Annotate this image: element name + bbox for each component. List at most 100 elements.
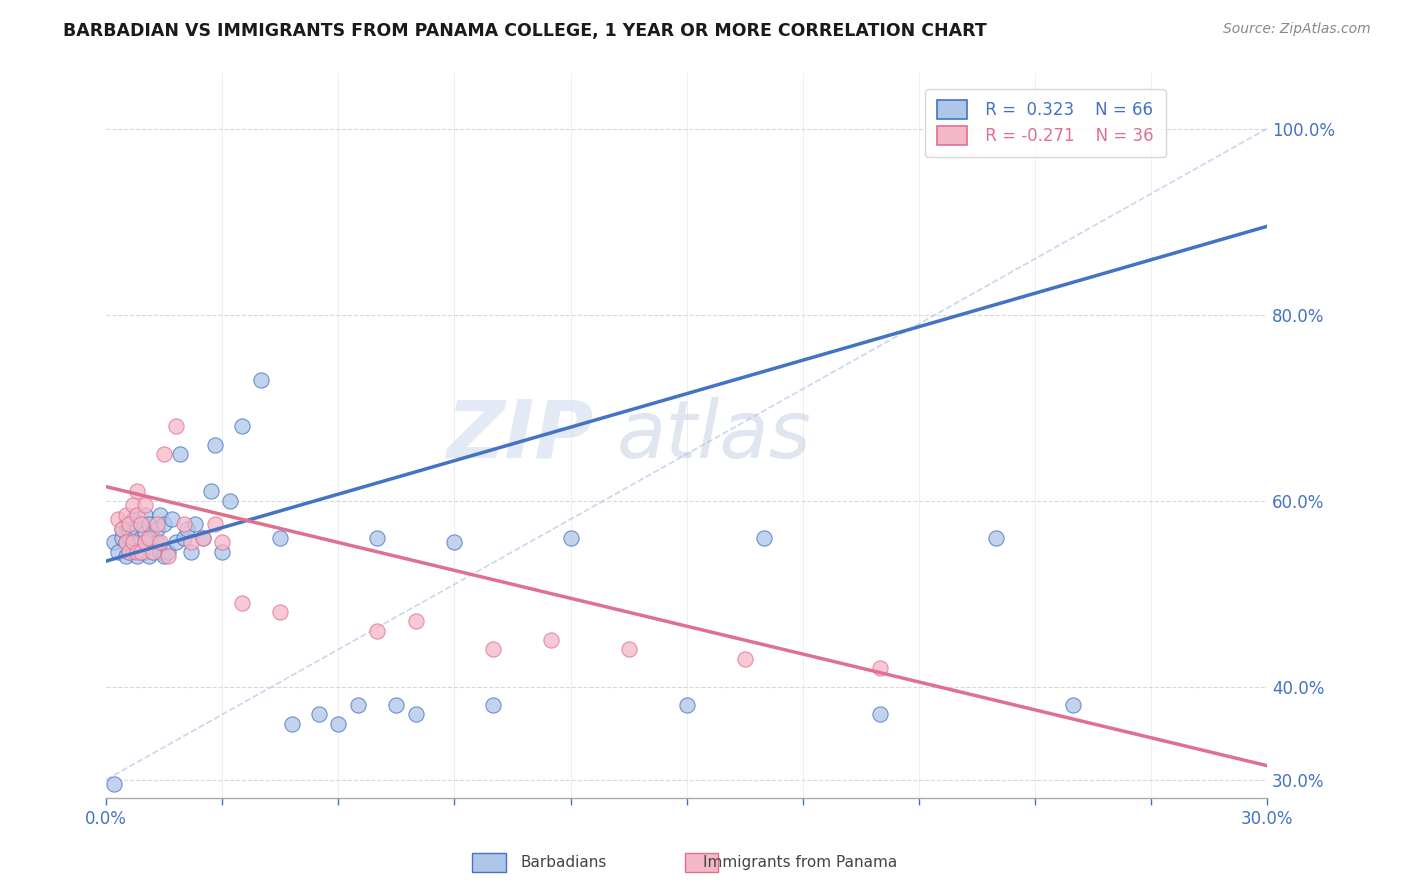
Point	[153, 516, 176, 531]
Point	[138, 549, 160, 564]
Point	[118, 531, 141, 545]
Point	[204, 516, 226, 531]
Point	[122, 512, 145, 526]
Point	[134, 545, 156, 559]
Point	[173, 531, 195, 545]
Point	[127, 545, 149, 559]
Point	[169, 447, 191, 461]
Point	[127, 484, 149, 499]
Text: ZIP: ZIP	[446, 397, 593, 475]
Text: Barbadians: Barbadians	[520, 855, 606, 870]
Point	[734, 651, 756, 665]
Point	[180, 535, 202, 549]
Point	[114, 535, 136, 549]
Point	[869, 707, 891, 722]
Point	[540, 633, 562, 648]
Point	[142, 545, 165, 559]
Point	[443, 535, 465, 549]
Point	[129, 516, 152, 531]
Point	[346, 698, 368, 713]
Point	[111, 522, 134, 536]
Legend:  R =  0.323    N = 66,  R = -0.271    N = 36: R = 0.323 N = 66, R = -0.271 N = 36	[925, 88, 1166, 157]
Point	[103, 777, 125, 791]
Point	[129, 545, 152, 559]
Point	[281, 716, 304, 731]
Point	[160, 512, 183, 526]
Point	[114, 508, 136, 522]
Point	[127, 522, 149, 536]
Point	[107, 545, 129, 559]
Point	[149, 545, 172, 559]
Point	[405, 615, 427, 629]
Point	[118, 545, 141, 559]
Point	[250, 373, 273, 387]
Point	[103, 535, 125, 549]
Point	[482, 698, 505, 713]
Point	[107, 512, 129, 526]
Point	[308, 707, 330, 722]
Point	[157, 545, 180, 559]
Text: BARBADIAN VS IMMIGRANTS FROM PANAMA COLLEGE, 1 YEAR OR MORE CORRELATION CHART: BARBADIAN VS IMMIGRANTS FROM PANAMA COLL…	[63, 22, 987, 40]
Point	[122, 526, 145, 541]
Text: Immigrants from Panama: Immigrants from Panama	[703, 855, 897, 870]
Point	[134, 508, 156, 522]
Point	[122, 498, 145, 512]
Point	[142, 531, 165, 545]
Point	[180, 545, 202, 559]
Point	[328, 716, 350, 731]
Point	[165, 535, 187, 549]
Point	[114, 549, 136, 564]
Point	[231, 596, 253, 610]
Point	[149, 508, 172, 522]
Point	[127, 535, 149, 549]
Point	[219, 493, 242, 508]
Point	[200, 484, 222, 499]
Point	[145, 516, 167, 531]
Point	[231, 419, 253, 434]
Point	[1062, 698, 1084, 713]
Point	[134, 535, 156, 549]
Text: atlas: atlas	[617, 397, 811, 475]
Point	[153, 447, 176, 461]
Point	[134, 526, 156, 541]
Point	[211, 535, 233, 549]
Point	[269, 531, 291, 545]
Point	[752, 531, 775, 545]
Point	[869, 661, 891, 675]
Point	[176, 522, 198, 536]
Point	[118, 522, 141, 536]
Point	[118, 516, 141, 531]
Point	[191, 531, 214, 545]
Point	[127, 549, 149, 564]
Point	[675, 698, 697, 713]
Point	[122, 545, 145, 559]
Point	[204, 438, 226, 452]
Point	[405, 707, 427, 722]
Point	[129, 531, 152, 545]
Point	[191, 531, 214, 545]
Point	[114, 516, 136, 531]
Point	[122, 535, 145, 549]
Point	[127, 508, 149, 522]
Bar	[472, 853, 506, 872]
Point	[269, 605, 291, 619]
Point	[142, 545, 165, 559]
Point	[366, 624, 388, 638]
Point	[111, 531, 134, 545]
Point	[385, 698, 408, 713]
Point	[145, 535, 167, 549]
Point	[165, 419, 187, 434]
Point	[173, 516, 195, 531]
Point	[134, 535, 156, 549]
Point	[157, 549, 180, 564]
Bar	[685, 853, 718, 872]
Point	[129, 545, 152, 559]
Point	[129, 516, 152, 531]
Point	[122, 535, 145, 549]
Point	[984, 531, 1007, 545]
Point	[211, 545, 233, 559]
Point	[184, 516, 207, 531]
Point	[153, 549, 176, 564]
Point	[482, 642, 505, 657]
Point	[114, 535, 136, 549]
